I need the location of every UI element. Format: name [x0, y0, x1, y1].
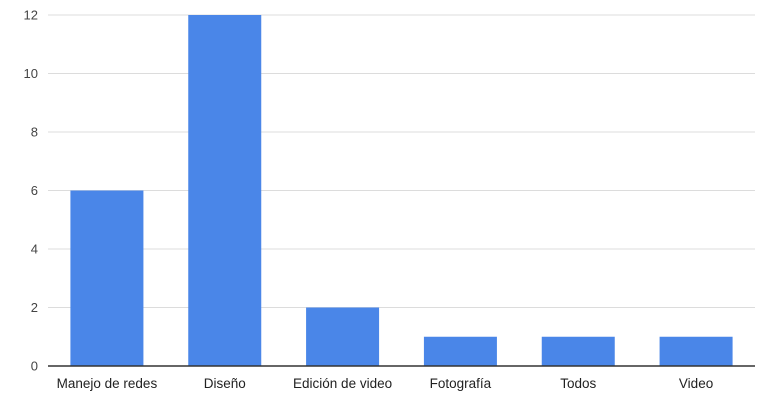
y-tick-label: 12 — [24, 8, 38, 23]
x-tick-label: Diseño — [204, 376, 246, 391]
gridlines — [48, 14, 755, 308]
bars — [70, 15, 733, 366]
y-tick-label: 2 — [31, 300, 38, 315]
bar-5 — [659, 336, 733, 366]
y-tick-label: 4 — [31, 242, 38, 257]
y-tick-label: 6 — [31, 183, 38, 198]
bar-3 — [423, 336, 497, 366]
y-axis-tick-labels: 0 2 4 6 8 10 12 — [24, 8, 38, 374]
x-tick-label: Video — [679, 376, 713, 391]
x-tick-label: Todos — [560, 376, 596, 391]
y-tick-label: 8 — [31, 125, 38, 140]
bar-2 — [306, 307, 380, 366]
x-tick-label: Fotografía — [430, 376, 492, 391]
y-tick-label: 0 — [31, 359, 38, 374]
x-tick-label: Manejo de redes — [57, 376, 158, 391]
x-tick-label: Edición de video — [293, 376, 392, 391]
bar-0 — [70, 190, 144, 366]
y-tick-label: 10 — [24, 66, 38, 81]
x-axis-tick-labels: Manejo de redes Diseño Edición de video Fot… — [57, 376, 714, 391]
bar-4 — [541, 336, 615, 366]
bar-1 — [188, 15, 262, 366]
